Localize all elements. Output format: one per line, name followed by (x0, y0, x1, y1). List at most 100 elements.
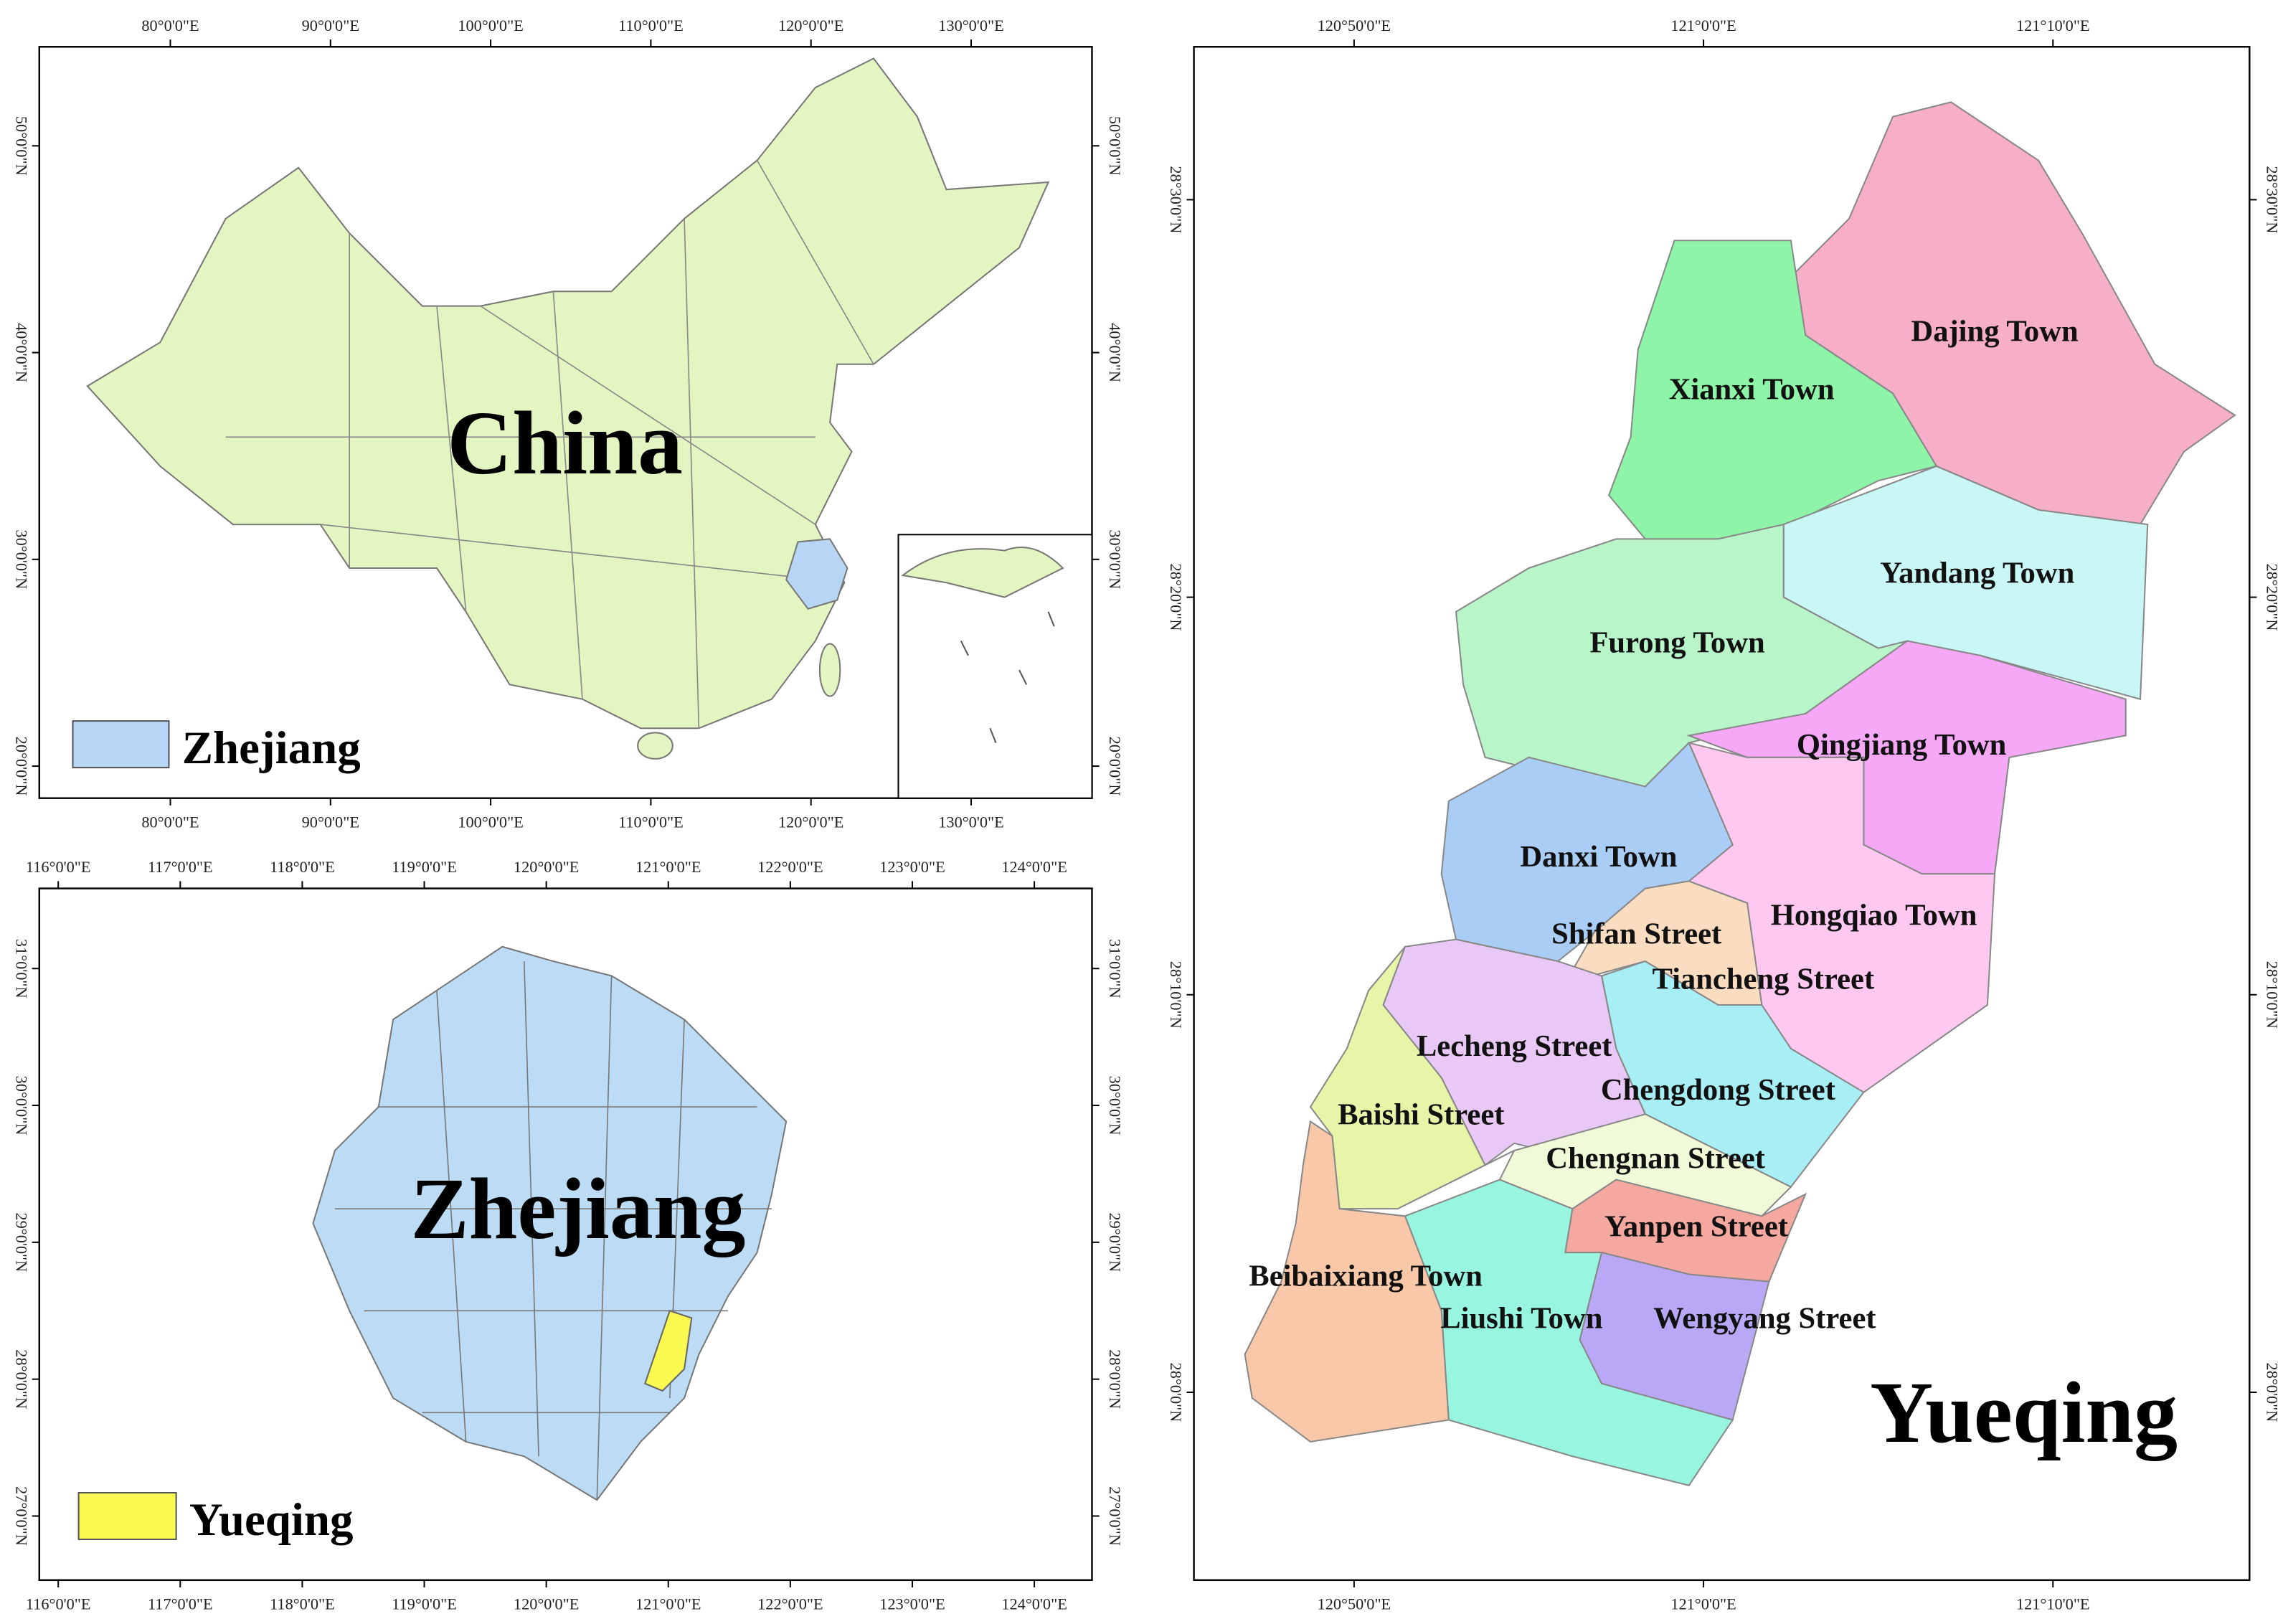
region-label: Lecheng Street (1417, 1029, 1612, 1063)
y-tick-label: 28°20'0"N (2264, 564, 2282, 631)
x-tick-label: 120°0'0"E (514, 1595, 579, 1613)
region-label: Xianxi Town (1669, 373, 1835, 407)
x-tick-label: 118°0'0"E (270, 858, 335, 876)
x-tick-label: 110°0'0"E (618, 16, 684, 34)
y-tick-label: 31°0'0"N (1106, 939, 1124, 999)
x-tick-label: 130°0'0"E (938, 16, 1003, 34)
y-tick-label: 27°0'0"N (1106, 1486, 1124, 1546)
region-label: Baishi Street (1338, 1097, 1504, 1131)
x-tick-label: 117°0'0"E (148, 858, 213, 876)
y-tick-label: 28°0'0"N (1167, 1363, 1185, 1422)
x-tick-label: 119°0'0"E (392, 858, 457, 876)
x-tick-label: 124°0'0"E (1001, 1595, 1067, 1613)
zhejiang-highlight (785, 538, 849, 610)
y-tick-label: 28°30'0"N (2264, 166, 2282, 233)
x-tick-label: 121°0'0"E (635, 858, 701, 876)
x-tick-label: 121°10'0"E (2016, 1595, 2090, 1613)
legend-swatch (77, 1491, 177, 1540)
y-tick-label: 28°30'0"N (1167, 166, 1185, 233)
y-tick-label: 31°0'0"N (12, 939, 30, 999)
region-label: Hongqiao Town (1771, 898, 1977, 932)
x-tick-label: 120°0'0"E (778, 16, 843, 34)
x-tick-label: 120°50'0"E (1318, 16, 1391, 34)
map-title: China (447, 394, 683, 494)
x-tick-label: 100°0'0"E (458, 16, 523, 34)
region-label: Furong Town (1589, 626, 1765, 660)
x-tick-label: 121°0'0"E (1670, 16, 1736, 34)
region-label: Yandang Town (1880, 556, 2075, 590)
y-tick-label: 28°0'0"N (2264, 1363, 2282, 1422)
region-label: Shifan Street (1551, 917, 1721, 951)
y-tick-label: 30°0'0"N (1106, 529, 1124, 589)
x-tick-label: 121°0'0"E (1670, 1595, 1736, 1613)
region-label: Tiancheng Street (1652, 963, 1874, 996)
y-tick-label: 29°0'0"N (1106, 1212, 1124, 1272)
x-tick-label: 116°0'0"E (26, 1595, 91, 1613)
china-provinces (225, 160, 874, 729)
town-area (1607, 240, 1938, 540)
x-tick-label: 80°0'0"E (141, 813, 199, 831)
y-tick-label: 20°0'0"N (1106, 737, 1124, 796)
towns (1244, 101, 2236, 1487)
x-tick-label: 90°0'0"E (302, 813, 359, 831)
taiwan (818, 643, 841, 697)
region-label: Wengyang Street (1653, 1302, 1876, 1336)
town-area (1309, 946, 1515, 1210)
x-tick-label: 120°0'0"E (778, 813, 843, 831)
x-tick-label: 120°0'0"E (514, 858, 579, 876)
x-tick-label: 90°0'0"E (302, 16, 359, 34)
legend-label: Yueqing (189, 1494, 354, 1546)
y-tick-label: 28°0'0"N (12, 1349, 30, 1409)
region-label: Chengnan Street (1546, 1141, 1765, 1175)
y-tick-label: 20°0'0"N (12, 737, 30, 796)
region-label: Dajing Town (1911, 314, 2079, 348)
x-tick-label: 123°0'0"E (879, 858, 945, 876)
x-tick-label: 122°0'0"E (757, 858, 823, 876)
y-tick-label: 28°20'0"N (1167, 564, 1185, 631)
x-tick-label: 119°0'0"E (392, 1595, 457, 1613)
x-tick-label: 122°0'0"E (757, 1595, 823, 1613)
region-label: Qingjiang Town (1797, 728, 2007, 762)
inset-land (901, 546, 1064, 598)
y-tick-label: 28°0'0"N (1106, 1349, 1124, 1409)
x-tick-label: 80°0'0"E (141, 16, 199, 34)
y-tick-label: 30°0'0"N (12, 1076, 30, 1136)
region-label: Liushi Town (1440, 1302, 1603, 1336)
map-title: Zhejiang (410, 1161, 745, 1257)
yueqing-highlight (644, 1309, 693, 1392)
x-tick-label: 123°0'0"E (879, 1595, 945, 1613)
region-label: Beibaixiang Town (1249, 1260, 1483, 1293)
x-tick-label: 120°50'0"E (1318, 1595, 1391, 1613)
legend-swatch (72, 720, 170, 769)
y-tick-label: 40°0'0"N (1106, 323, 1124, 382)
zhejiang-counties (334, 961, 772, 1501)
x-tick-label: 121°10'0"E (2016, 16, 2090, 34)
x-tick-label: 118°0'0"E (270, 1595, 335, 1613)
town-area (1244, 1120, 1450, 1443)
inset-islands (960, 611, 1055, 743)
x-tick-label: 110°0'0"E (618, 813, 684, 831)
x-tick-label: 117°0'0"E (148, 1595, 213, 1613)
hainan (637, 732, 673, 760)
y-tick-label: 50°0'0"N (1106, 116, 1124, 176)
region-label: Danxi Town (1520, 840, 1677, 874)
x-tick-label: 124°0'0"E (1001, 858, 1067, 876)
y-tick-label: 28°10'0"N (2264, 961, 2282, 1029)
y-tick-label: 28°10'0"N (1167, 961, 1185, 1029)
y-tick-label: 29°0'0"N (12, 1212, 30, 1272)
x-tick-label: 121°0'0"E (635, 1595, 701, 1613)
region-label: Yanpen Street (1604, 1210, 1788, 1244)
y-tick-label: 30°0'0"N (12, 529, 30, 589)
x-tick-label: 130°0'0"E (938, 813, 1003, 831)
y-tick-label: 40°0'0"N (12, 323, 30, 382)
y-tick-label: 30°0'0"N (1106, 1076, 1124, 1136)
x-tick-label: 100°0'0"E (458, 813, 523, 831)
map-title: Yueqing (1870, 1364, 2178, 1461)
y-tick-label: 27°0'0"N (12, 1486, 30, 1546)
x-tick-label: 116°0'0"E (26, 858, 91, 876)
region-label: Chengdong Street (1601, 1073, 1835, 1107)
legend-label: Zhejiang (182, 722, 361, 774)
y-tick-label: 50°0'0"N (12, 116, 30, 176)
